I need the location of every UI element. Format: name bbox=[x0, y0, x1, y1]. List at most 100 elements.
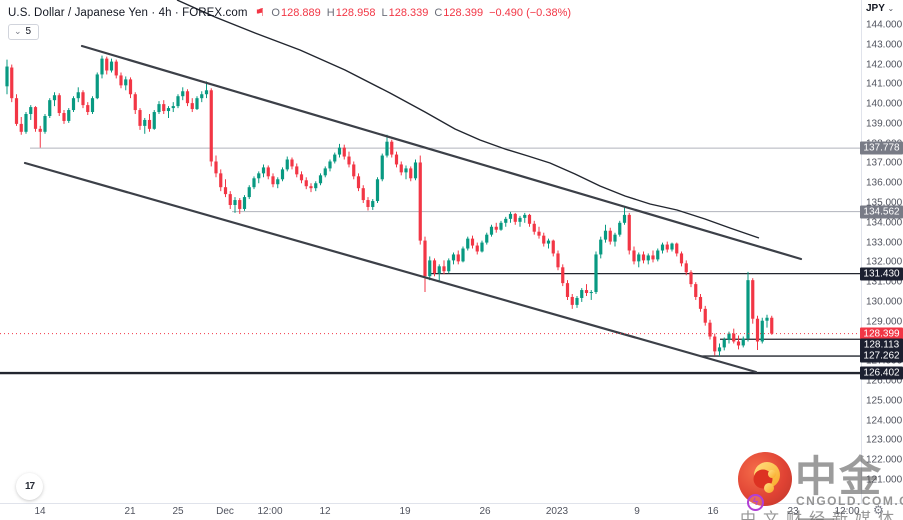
drawings-count: 5 bbox=[25, 26, 32, 37]
candle-body bbox=[295, 166, 299, 175]
open-label: O bbox=[271, 6, 280, 19]
candle-body bbox=[675, 243, 679, 254]
chevron-down-icon: ⌄ bbox=[887, 4, 895, 13]
close-label: C bbox=[434, 6, 443, 19]
candle-body bbox=[304, 180, 308, 187]
candle-body bbox=[518, 217, 522, 222]
price-tick-label: 126.000 bbox=[866, 375, 903, 387]
price-tick-label: 123.000 bbox=[866, 434, 903, 446]
candle-body bbox=[257, 173, 261, 179]
candle-body bbox=[575, 297, 579, 305]
high-value: 128.958 bbox=[335, 6, 376, 19]
candle-body bbox=[133, 94, 137, 111]
candle-body bbox=[242, 197, 247, 209]
candle-body bbox=[551, 240, 555, 254]
candle-body bbox=[228, 194, 232, 205]
candle-body bbox=[694, 284, 698, 297]
candle-body bbox=[413, 162, 418, 179]
candle-body bbox=[100, 58, 104, 75]
candle-body bbox=[285, 159, 289, 170]
candle-body bbox=[181, 91, 185, 97]
ohlc-values: O128.889 H128.958 L128.339 C128.399 −0.4… bbox=[271, 7, 571, 19]
candle-body bbox=[190, 103, 194, 110]
candle-body bbox=[157, 104, 161, 113]
price-tick-label: 125.000 bbox=[866, 395, 903, 407]
price-axis[interactable] bbox=[862, 0, 903, 503]
candle-body bbox=[703, 308, 707, 323]
price-tag-127.262: 127.262 bbox=[860, 349, 903, 363]
candle-body bbox=[409, 168, 413, 179]
candle-body bbox=[580, 290, 584, 298]
candle-body bbox=[508, 213, 513, 219]
candle-body bbox=[390, 141, 394, 155]
price-tag-131.430: 131.430 bbox=[860, 267, 903, 281]
candle-body bbox=[347, 156, 351, 165]
lower-channel-trendline[interactable] bbox=[23, 161, 758, 374]
candle-body bbox=[637, 254, 641, 262]
candle-body bbox=[513, 213, 517, 222]
price-tick-label: 124.000 bbox=[866, 415, 903, 427]
price-axis-separator bbox=[861, 0, 862, 503]
candle-body bbox=[428, 260, 432, 277]
candle-body bbox=[542, 235, 546, 244]
candle-body bbox=[451, 254, 456, 261]
candle-body bbox=[162, 104, 166, 112]
candle-body bbox=[746, 280, 750, 339]
tradingview-logo-watermark[interactable]: 17 bbox=[16, 473, 43, 500]
time-label-Dec: Dec bbox=[216, 506, 234, 517]
candle-body bbox=[323, 168, 327, 176]
time-label-19: 19 bbox=[399, 506, 411, 517]
price-tick-label: 130.000 bbox=[866, 296, 903, 308]
flag-icon[interactable]: ⚑ bbox=[254, 7, 265, 19]
candle-body bbox=[618, 222, 622, 235]
candle-body bbox=[594, 254, 598, 293]
price-axis-currency[interactable]: JPY ⌄ bbox=[866, 3, 894, 14]
price-tick-label: 135.000 bbox=[866, 197, 903, 209]
candle-body bbox=[52, 95, 57, 101]
candle-body bbox=[494, 226, 498, 230]
candle-body bbox=[646, 255, 650, 261]
candle-body bbox=[233, 200, 237, 205]
symbol-title[interactable]: U.S. Dollar / Japanese Yen · 4h · FOREX.… bbox=[8, 6, 248, 19]
moving-average-line[interactable] bbox=[176, 0, 760, 239]
candle-body bbox=[333, 154, 337, 162]
candle-body bbox=[732, 333, 736, 342]
candle-body bbox=[171, 106, 175, 109]
candle-body bbox=[466, 238, 470, 249]
object-tree-count-button[interactable]: ⌄ 5 bbox=[8, 24, 40, 40]
candle-body bbox=[62, 113, 66, 121]
close-value: 128.399 bbox=[443, 6, 484, 19]
candle-body bbox=[19, 123, 23, 132]
candle-body bbox=[166, 108, 171, 112]
candle-body bbox=[722, 339, 726, 348]
candle-body bbox=[48, 100, 52, 116]
time-label-9: 9 bbox=[634, 506, 640, 517]
candle-body bbox=[147, 119, 152, 129]
candle-body bbox=[727, 333, 731, 340]
candle-body bbox=[10, 67, 14, 99]
price-tick-label: 144.000 bbox=[866, 19, 903, 31]
candle-body bbox=[14, 98, 19, 124]
candle-body bbox=[252, 178, 256, 188]
candle-body bbox=[418, 162, 422, 241]
candle-body bbox=[584, 290, 589, 294]
candle-body bbox=[337, 147, 342, 155]
candle-body bbox=[214, 161, 218, 174]
candle-body bbox=[475, 245, 479, 252]
candle-body bbox=[499, 222, 503, 230]
time-label-25: 25 bbox=[172, 506, 184, 517]
candle-body bbox=[200, 94, 204, 99]
open-value: 128.889 bbox=[280, 6, 321, 19]
price-tick-label: 129.000 bbox=[866, 316, 903, 328]
candle-body bbox=[152, 112, 156, 129]
candle-body bbox=[90, 98, 95, 113]
candle-body bbox=[556, 253, 560, 268]
candle-body bbox=[489, 226, 494, 235]
time-axis-separator bbox=[0, 503, 903, 504]
symbol-header[interactable]: U.S. Dollar / Japanese Yen · 4h · FOREX.… bbox=[8, 6, 571, 20]
candle-body bbox=[760, 320, 764, 342]
upper-channel-trendline[interactable] bbox=[80, 44, 803, 261]
gear-icon[interactable]: ⚙ bbox=[873, 503, 884, 517]
